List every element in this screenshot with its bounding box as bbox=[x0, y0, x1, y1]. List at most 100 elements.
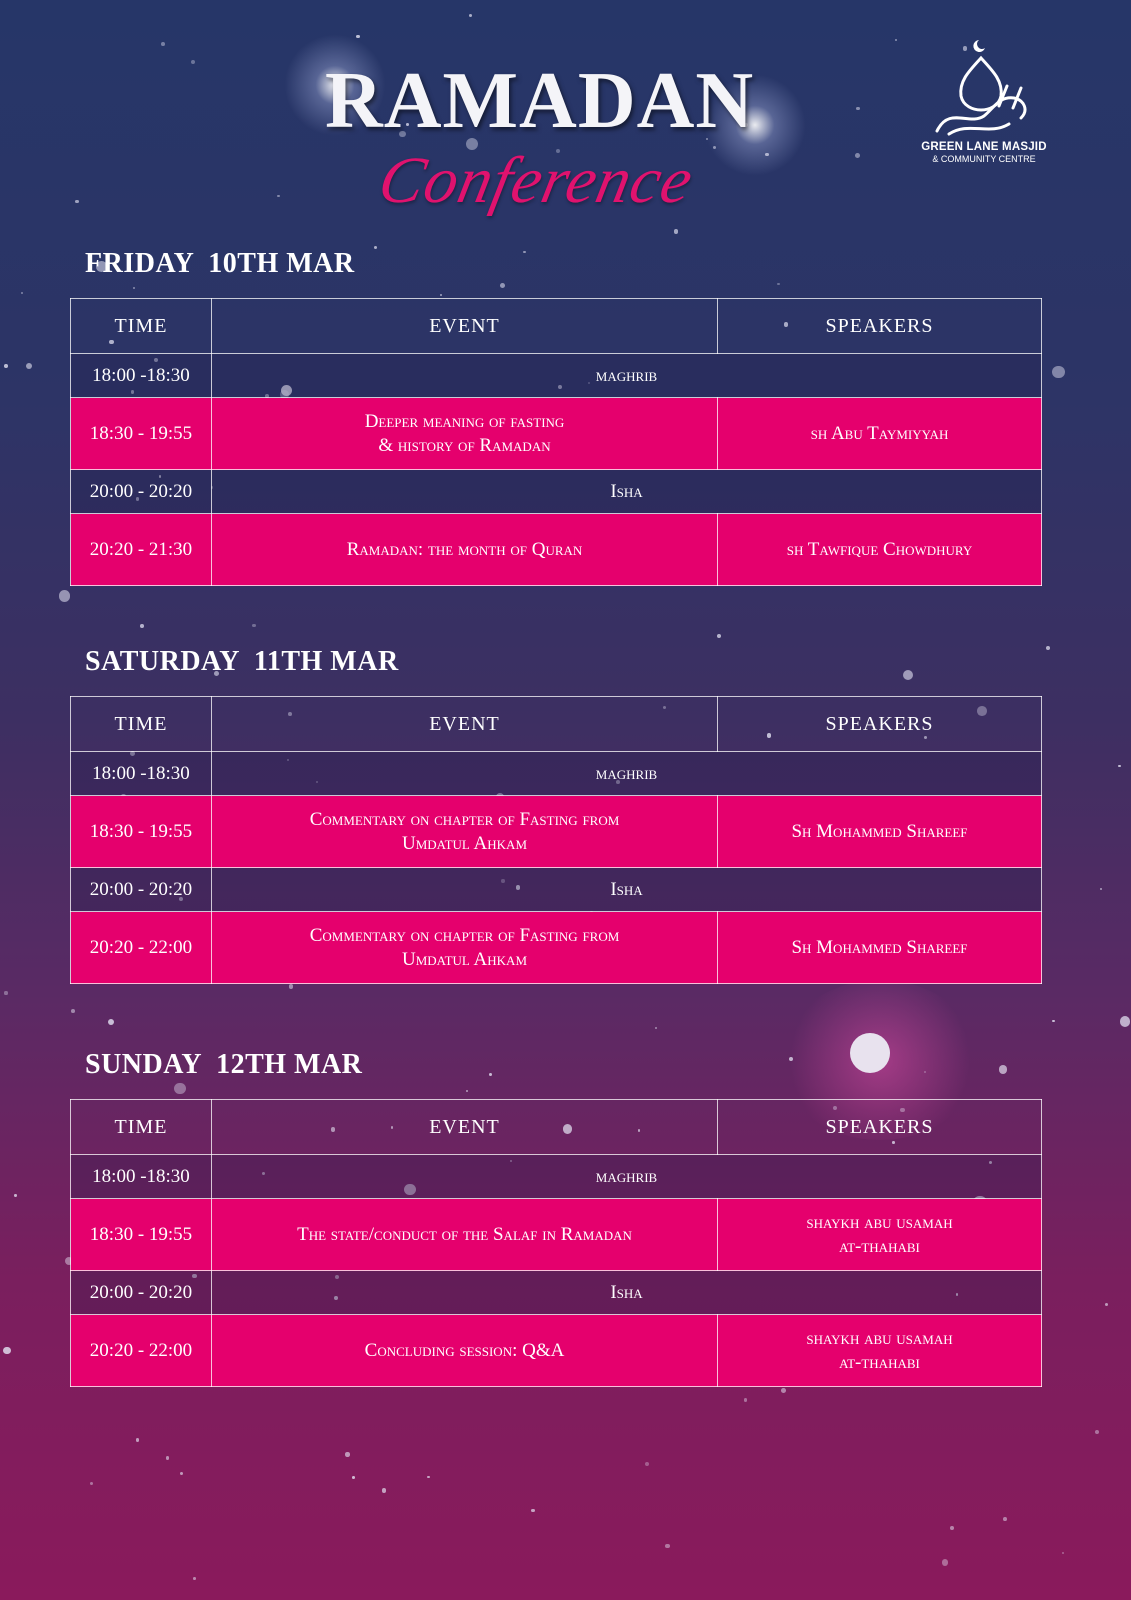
time-cell: 18:30 - 19:55 bbox=[70, 1198, 212, 1271]
star bbox=[1100, 887, 1103, 891]
star bbox=[174, 1083, 186, 1095]
star bbox=[345, 1452, 350, 1457]
moon bbox=[850, 1033, 890, 1073]
time-cell: 20:00 - 20:20 bbox=[70, 469, 212, 514]
star bbox=[1052, 1019, 1055, 1023]
column-header-speakers: SPEAKERS bbox=[717, 696, 1042, 752]
star bbox=[352, 1476, 356, 1479]
event-cell: The state/conduct of the Salaf in Ramada… bbox=[211, 1198, 718, 1271]
star bbox=[14, 1194, 17, 1197]
prayer-row: 20:00 - 20:20 Isha bbox=[70, 1270, 1042, 1315]
prayer-row: 18:00 -18:30 maghrib bbox=[70, 751, 1042, 796]
speaker-cell: Sh Mohammed Shareef bbox=[717, 795, 1042, 868]
star bbox=[161, 42, 166, 47]
star bbox=[1052, 366, 1065, 379]
star bbox=[108, 1019, 115, 1026]
prayer-cell: Isha bbox=[211, 1270, 1042, 1315]
poster-title: RAMADAN bbox=[325, 57, 755, 145]
table-header-row: TIME EVENT SPEAKERS bbox=[70, 1099, 1042, 1155]
session-row: 20:20 - 22:00 Concluding session: Q&A shay… bbox=[70, 1314, 1042, 1387]
column-header-event: EVENT bbox=[211, 298, 718, 354]
star bbox=[777, 282, 780, 286]
time-cell: 20:20 - 21:30 bbox=[70, 513, 212, 586]
prayer-row: 18:00 -18:30 maghrib bbox=[70, 1154, 1042, 1199]
star bbox=[468, 13, 473, 17]
star bbox=[523, 250, 526, 253]
star bbox=[998, 1065, 1008, 1074]
star bbox=[140, 624, 144, 629]
star bbox=[1062, 1551, 1065, 1554]
star bbox=[136, 1438, 140, 1442]
star bbox=[950, 1526, 955, 1531]
star bbox=[382, 1488, 387, 1493]
prayer-cell: Isha bbox=[211, 469, 1042, 514]
star bbox=[856, 106, 860, 111]
column-header-time: TIME bbox=[70, 696, 212, 752]
masjid-tagline: & COMMUNITY CENTRE bbox=[932, 154, 1036, 164]
session-row: 18:30 - 19:55 The state/conduct of the Sa… bbox=[70, 1198, 1042, 1271]
star bbox=[1119, 1016, 1130, 1027]
event-cell: Commentary on chapter of Fasting from Um… bbox=[211, 795, 718, 868]
star bbox=[439, 294, 443, 297]
prayer-cell: maghrib bbox=[211, 751, 1042, 796]
event-cell: Commentary on chapter of Fasting from Um… bbox=[211, 911, 718, 984]
star bbox=[75, 199, 79, 204]
speaker-cell: sh Tawfique Chowdhury bbox=[717, 513, 1042, 586]
star bbox=[373, 245, 378, 250]
star bbox=[466, 1089, 469, 1092]
star bbox=[903, 669, 914, 680]
masjid-logo: GREEN LANE MASJID & COMMUNITY CENTRE bbox=[918, 36, 1050, 164]
time-cell: 20:00 - 20:20 bbox=[70, 867, 212, 912]
star bbox=[252, 624, 256, 628]
star bbox=[192, 1576, 196, 1580]
star bbox=[781, 1387, 787, 1393]
session-row: 20:20 - 21:30 Ramadan: the month of Quran… bbox=[70, 513, 1042, 586]
star bbox=[90, 1481, 94, 1486]
session-row: 18:30 - 19:55 Deeper meaning of fasting &… bbox=[70, 397, 1042, 470]
schedule-table: TIME EVENT SPEAKERS 18:00 -18:30 maghrib 18:3… bbox=[70, 298, 1042, 586]
star bbox=[3, 363, 8, 368]
speaker-cell: sh Abu Taymiyyah bbox=[717, 397, 1042, 470]
day-heading: SATURDAY 11TH MAR bbox=[85, 646, 399, 677]
star bbox=[71, 1008, 76, 1013]
speaker-cell: shaykh abu usamah at-thahabi bbox=[717, 1198, 1042, 1271]
star bbox=[923, 1070, 926, 1074]
star bbox=[58, 590, 71, 603]
star bbox=[4, 991, 8, 995]
star bbox=[743, 1398, 747, 1402]
star bbox=[26, 362, 33, 369]
star bbox=[20, 292, 23, 295]
time-cell: 18:00 -18:30 bbox=[70, 1154, 212, 1199]
time-cell: 18:30 - 19:55 bbox=[70, 397, 212, 470]
event-cell: Concluding session: Q&A bbox=[211, 1314, 718, 1387]
star bbox=[1045, 645, 1051, 651]
prayer-cell: maghrib bbox=[211, 1154, 1042, 1199]
column-header-speakers: SPEAKERS bbox=[717, 298, 1042, 354]
star bbox=[644, 1461, 650, 1467]
session-row: 18:30 - 19:55 Commentary on chapter of Fa… bbox=[70, 795, 1042, 868]
time-cell: 18:00 -18:30 bbox=[70, 751, 212, 796]
table-header-row: TIME EVENT SPEAKERS bbox=[70, 696, 1042, 752]
star bbox=[765, 152, 769, 157]
event-cell: Deeper meaning of fasting & history of R… bbox=[211, 397, 718, 470]
column-header-time: TIME bbox=[70, 1099, 212, 1155]
prayer-row: 20:00 - 20:20 Isha bbox=[70, 867, 1042, 912]
column-header-event: EVENT bbox=[211, 1099, 718, 1155]
time-cell: 20:00 - 20:20 bbox=[70, 1270, 212, 1315]
prayer-row: 20:00 - 20:20 Isha bbox=[70, 469, 1042, 514]
prayer-cell: Isha bbox=[211, 867, 1042, 912]
star bbox=[855, 153, 861, 159]
session-row: 20:20 - 22:00 Commentary on chapter of Fa… bbox=[70, 911, 1042, 984]
column-header-speakers: SPEAKERS bbox=[717, 1099, 1042, 1155]
star bbox=[190, 59, 196, 65]
star bbox=[713, 146, 717, 150]
star bbox=[654, 1026, 658, 1030]
star bbox=[531, 1508, 535, 1512]
star bbox=[673, 229, 679, 235]
star bbox=[3, 1346, 11, 1354]
masjid-name: GREEN LANE MASJID bbox=[921, 141, 1047, 153]
speaker-cell: shaykh abu usamah at-thahabi bbox=[717, 1314, 1042, 1387]
star bbox=[165, 1455, 170, 1460]
mosque-dome-calligraphy-icon bbox=[935, 40, 1027, 136]
star bbox=[133, 286, 136, 290]
